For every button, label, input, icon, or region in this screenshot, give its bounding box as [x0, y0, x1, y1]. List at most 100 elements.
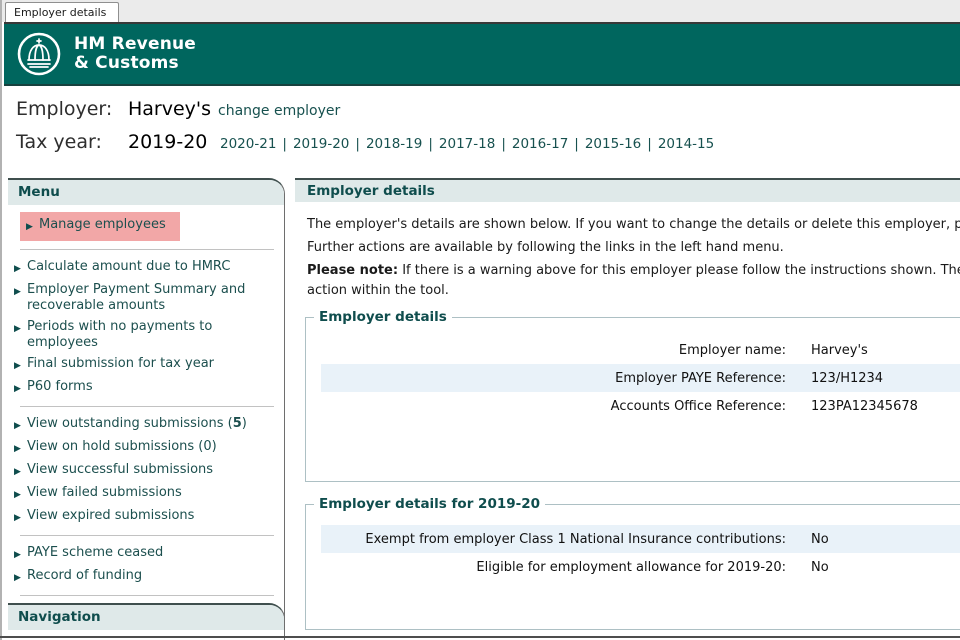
navigation-panel-title: Navigation	[8, 605, 284, 630]
arrow-right-icon: ▶	[14, 513, 21, 523]
employer-name: Harvey's	[128, 98, 212, 120]
detail-row-accounts-office-reference: Accounts Office Reference: 123PA12345678	[321, 392, 960, 420]
menu-separator	[20, 249, 274, 250]
menu-item-employer-payment-summary-and-recoverable[interactable]: ▶ Employer Payment Summary and recoverabl…	[14, 280, 276, 316]
year-separator: |	[355, 136, 360, 152]
arrow-right-icon: ▶	[26, 222, 33, 232]
menu-item-final-submission-for-tax-year[interactable]: ▶ Final submission for tax year	[14, 354, 276, 376]
employer-details-year-rows: Exempt from employer Class 1 National In…	[321, 525, 960, 581]
employer-details-year-fieldset: Employer details for 2019-20 Exempt from…	[305, 496, 960, 630]
menu-item-label: Employer Payment Summary and recoverable…	[27, 282, 246, 313]
employer-label: Employer:	[16, 98, 113, 120]
employer-row: Employer: Harvey's change employer	[16, 98, 960, 131]
menu-item-label: View failed submissions	[27, 485, 182, 500]
menu-item-periods-with-no-payments-to-employees[interactable]: ▶ Periods with no payments to employees	[14, 317, 276, 353]
arrow-right-icon: ▶	[14, 361, 21, 371]
page-header: Employer: Harvey's change employer Tax y…	[0, 88, 960, 164]
detail-value: Harvey's	[811, 342, 868, 358]
detail-label: Employer PAYE Reference:	[615, 370, 786, 386]
year-separator: |	[428, 136, 433, 152]
menu-item-calculate-amount-due-to-hmrc[interactable]: ▶ Calculate amount due to HMRC	[14, 257, 276, 279]
year-link-2019-20[interactable]: 2019-20	[292, 136, 350, 152]
menu-item-view-failed-submissions[interactable]: ▶ View failed submissions	[14, 483, 276, 505]
tax-year-label: Tax year:	[16, 131, 102, 153]
detail-label: Exempt from employer Class 1 National In…	[365, 531, 786, 547]
brand-line2: & Customs	[74, 53, 179, 73]
detail-label: Employer name:	[678, 342, 786, 358]
tax-year-row: Tax year: 2019-20 2020-21 | 2019-20 | 2018-1…	[16, 131, 960, 164]
detail-value: 123/H1234	[811, 370, 884, 386]
menu-item-label: View successful submissions	[27, 462, 214, 477]
arrow-right-icon: ▶	[14, 490, 21, 500]
menu-items: ▶ Manage employees ▶ Calculate amount due t…	[8, 205, 284, 635]
hmrc-header-band: HM Revenue & Customs	[4, 22, 960, 86]
menu-item-label: View expired submissions	[27, 508, 195, 523]
detail-row-employer-paye-reference: Employer PAYE Reference: 123/H1234	[321, 364, 960, 392]
detail-row-exempt-from-employer-class-1-national-in: Exempt from employer Class 1 National In…	[321, 525, 960, 553]
year-link-2015-16[interactable]: 2015-16	[584, 136, 642, 152]
tab-bar: Employer details	[0, 0, 960, 22]
menu-item-label: Record of funding	[27, 568, 143, 583]
further-actions-paragraph: Further actions are available by followi…	[307, 240, 784, 255]
arrow-right-icon: ▶	[14, 421, 21, 431]
change-employer-link[interactable]: change employer	[218, 103, 341, 119]
arrow-right-icon: ▶	[14, 573, 21, 583]
main-content: Employer details The employer's details …	[295, 178, 960, 630]
window-left-border	[0, 0, 2, 640]
arrow-right-icon: ▶	[14, 384, 21, 394]
menu-item-p60-forms[interactable]: ▶ P60 forms	[14, 377, 276, 399]
tab-employer-details[interactable]: Employer details	[5, 2, 120, 22]
arrow-right-icon: ▶	[14, 550, 21, 560]
detail-value: 123PA12345678	[811, 398, 918, 414]
employer-details-fieldset: Employer details Employer name: Harvey's E…	[305, 309, 960, 482]
brand-line1: HM Revenue	[74, 34, 197, 54]
year-link-2016-17[interactable]: 2016-17	[511, 136, 569, 152]
please-note-wrap-line: action within the tool.	[307, 283, 449, 298]
menu-item-view-expired-submissions[interactable]: ▶ View expired submissions	[14, 506, 276, 528]
detail-label: Eligible for employment allowance for 20…	[476, 559, 786, 575]
menu-item-label: PAYE scheme ceased	[27, 545, 164, 560]
menu-item-label: Manage employees	[39, 217, 166, 232]
arrow-right-icon: ▶	[14, 324, 21, 334]
submission-count: 0	[203, 439, 212, 454]
detail-label: Accounts Office Reference:	[610, 398, 786, 414]
year-link-2018-19[interactable]: 2018-19	[365, 136, 423, 152]
menu-item-record-of-funding[interactable]: ▶ Record of funding	[14, 566, 276, 588]
menu-item-label: View on hold submissions (0)	[27, 439, 217, 454]
please-note-text: If there is a warning above for this emp…	[398, 263, 960, 278]
year-separator: |	[282, 136, 287, 152]
employer-details-year-legend: Employer details for 2019-20	[314, 496, 546, 512]
year-separator: |	[574, 136, 579, 152]
menu-item-label: View outstanding submissions (5)	[27, 416, 247, 431]
window-bottom-border	[0, 636, 960, 638]
menu-item-manage-employees[interactable]: ▶ Manage employees	[20, 212, 180, 241]
hmrc-crown-logo	[17, 32, 61, 76]
year-link-2014-15[interactable]: 2014-15	[657, 136, 715, 152]
detail-row-eligible-for-employment-allowance-for-20: Eligible for employment allowance for 20…	[321, 553, 960, 581]
menu-separator	[20, 406, 274, 407]
arrow-right-icon: ▶	[14, 467, 21, 477]
menu-separator	[20, 535, 274, 536]
menu-item-view-outstanding-submissions[interactable]: ▶ View outstanding submissions (5)	[14, 414, 276, 436]
menu-item-label: Final submission for tax year	[27, 356, 215, 371]
detail-value: No	[811, 559, 829, 575]
intro-paragraph: The employer's details are shown below. …	[307, 217, 960, 232]
menu-item-view-on-hold-submissions[interactable]: ▶ View on hold submissions (0)	[14, 437, 276, 459]
year-separator: |	[647, 136, 652, 152]
content-title-bar: Employer details	[295, 178, 960, 202]
menu-item-view-successful-submissions[interactable]: ▶ View successful submissions	[14, 460, 276, 482]
arrow-right-icon: ▶	[14, 287, 21, 297]
menu-item-label: Calculate amount due to HMRC	[27, 259, 231, 274]
menu-panel: Menu ▶ Manage employees ▶ Calculate amount …	[8, 178, 285, 636]
content-body: The employer's details are shown below. …	[295, 216, 960, 630]
navigation-panel: Navigation	[8, 603, 285, 640]
arrow-right-icon: ▶	[14, 444, 21, 454]
year-separator: |	[501, 136, 506, 152]
menu-item-paye-scheme-ceased[interactable]: ▶ PAYE scheme ceased	[14, 543, 276, 565]
year-link-2020-21[interactable]: 2020-21	[220, 136, 277, 152]
please-note-paragraph: Please note: If there is a warning above…	[307, 262, 960, 279]
menu-item-label: Periods with no payments to employees	[27, 319, 213, 350]
menu-item-label: P60 forms	[27, 379, 93, 394]
detail-value: No	[811, 531, 829, 547]
year-link-2017-18[interactable]: 2017-18	[438, 136, 496, 152]
